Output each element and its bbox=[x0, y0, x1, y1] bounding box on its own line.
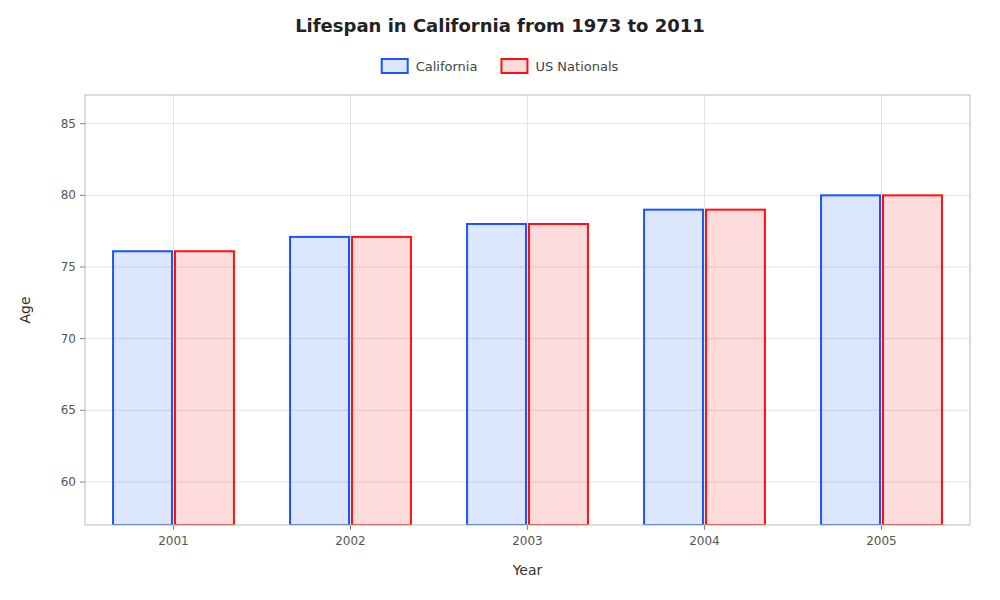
chart-title: Lifespan in California from 1973 to 2011 bbox=[295, 15, 705, 36]
legend-swatch bbox=[501, 59, 527, 73]
y-tick bbox=[80, 267, 85, 268]
y-tick bbox=[80, 482, 85, 483]
legend-swatch bbox=[382, 59, 408, 73]
x-tick bbox=[881, 525, 882, 530]
y-tick-label: 80 bbox=[61, 188, 76, 202]
y-tick-label: 85 bbox=[61, 117, 76, 131]
bars bbox=[113, 195, 942, 525]
bar bbox=[644, 210, 703, 525]
x-grid-line bbox=[704, 95, 705, 525]
y-tick bbox=[80, 410, 85, 411]
bar bbox=[352, 237, 411, 525]
chart-svg: 60 65 70 75 80 85 2001 2002 2003 2004 2005 Year Age L… bbox=[0, 0, 1000, 600]
x-tick bbox=[350, 525, 351, 530]
legend-label: California bbox=[416, 59, 478, 74]
legend-item: California bbox=[382, 59, 478, 74]
x-tick bbox=[173, 525, 174, 530]
bar bbox=[706, 210, 765, 525]
legend: California US Nationals bbox=[382, 59, 619, 74]
x-grid-line bbox=[881, 95, 882, 525]
y-tick bbox=[80, 123, 85, 124]
x-tick-label: 2004 bbox=[689, 534, 720, 548]
bar bbox=[175, 251, 234, 525]
bar bbox=[113, 251, 172, 525]
x-tick-label: 2003 bbox=[512, 534, 543, 548]
x-axis-label: Year bbox=[512, 562, 543, 578]
bar bbox=[467, 224, 526, 525]
bar bbox=[290, 237, 349, 525]
chart-container: 60 65 70 75 80 85 2001 2002 2003 2004 2005 Year Age L… bbox=[0, 0, 1000, 600]
plot-frame bbox=[85, 95, 970, 525]
x-tick-label: 2001 bbox=[158, 534, 189, 548]
y-tick-label: 65 bbox=[61, 403, 76, 417]
y-tick-label: 60 bbox=[61, 475, 76, 489]
x-tick bbox=[527, 525, 528, 530]
y-axis-label: Age bbox=[17, 296, 33, 323]
x-tick bbox=[704, 525, 705, 530]
legend-item: US Nationals bbox=[501, 59, 618, 74]
y-tick bbox=[80, 338, 85, 339]
bar bbox=[529, 224, 588, 525]
bar bbox=[883, 195, 942, 525]
x-grid-line bbox=[173, 95, 174, 525]
y-tick-label: 70 bbox=[61, 332, 76, 346]
axes: 60 65 70 75 80 85 2001 2002 2003 2004 2005 bbox=[61, 117, 897, 548]
x-tick-label: 2002 bbox=[335, 534, 366, 548]
bar bbox=[821, 195, 880, 525]
x-grid-line bbox=[350, 95, 351, 525]
x-tick-label: 2005 bbox=[866, 534, 897, 548]
y-tick bbox=[80, 195, 85, 196]
legend-label: US Nationals bbox=[535, 59, 618, 74]
y-tick-label: 75 bbox=[61, 260, 76, 274]
grid bbox=[85, 95, 970, 525]
x-grid-line bbox=[527, 95, 528, 525]
